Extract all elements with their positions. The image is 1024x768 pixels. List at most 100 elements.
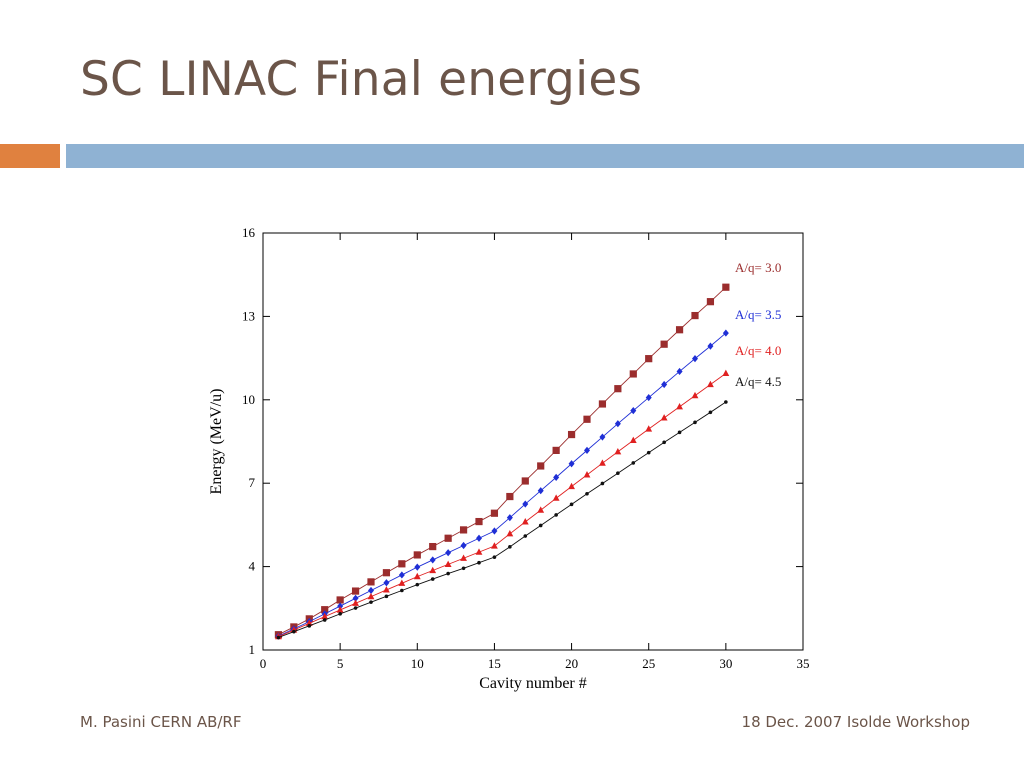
data-point [567, 430, 576, 439]
data-point [724, 400, 728, 404]
data-point [491, 542, 498, 549]
data-point [692, 355, 698, 363]
series-4 [276, 400, 728, 640]
x-tick-label: 20 [565, 656, 578, 671]
data-point [521, 477, 529, 485]
data-point [430, 577, 435, 581]
data-point [569, 502, 574, 507]
data-point [662, 440, 666, 445]
data-point [522, 500, 529, 508]
data-point [583, 415, 591, 423]
accent-bar-orange [0, 144, 60, 168]
legend-entry-1: A/q= 3.0 [735, 260, 781, 275]
data-point [693, 420, 697, 425]
data-point [722, 283, 730, 291]
data-point [537, 506, 545, 513]
data-point [707, 342, 714, 350]
data-point [660, 414, 668, 421]
data-point [676, 402, 683, 410]
data-point [460, 554, 467, 561]
series-2 [275, 329, 729, 640]
data-point [398, 571, 405, 579]
data-point [506, 492, 514, 501]
data-point [446, 571, 450, 576]
data-point [722, 369, 730, 376]
series-line [278, 286, 727, 636]
data-point [475, 517, 483, 526]
legend-entry-2: A/q= 3.5 [735, 307, 781, 322]
data-point [568, 482, 575, 490]
data-point [616, 471, 620, 475]
data-point [398, 560, 406, 568]
legend-entry-3: A/q= 4.0 [735, 343, 781, 358]
data-point [614, 420, 621, 428]
x-tick-label: 5 [337, 656, 344, 671]
data-point [645, 393, 652, 402]
data-point [508, 545, 512, 549]
data-point [383, 586, 390, 593]
data-point [552, 446, 560, 454]
data-point [523, 534, 528, 538]
data-point [321, 606, 329, 614]
legend-layer: A/q= 3.0 A/q= 3.5 A/q= 4.0 A/q= 4.5 [735, 260, 781, 389]
data-point [538, 523, 543, 528]
data-point [676, 367, 683, 376]
axis-ticks: 0 5 10 15 20 25 30 35 1 4 7 10 13 16 [242, 225, 810, 671]
series-1 [274, 283, 730, 639]
data-point [276, 635, 281, 640]
data-point [706, 298, 715, 306]
data-point [367, 592, 375, 600]
data-point [292, 629, 296, 634]
data-point [352, 599, 359, 606]
data-point [631, 461, 636, 465]
y-axis-label: Energy (MeV/u) [208, 389, 225, 495]
y-tick-label: 10 [242, 392, 255, 407]
data-point [506, 529, 514, 537]
data-point [429, 556, 436, 564]
y-tick-label: 4 [249, 559, 256, 574]
series-3 [275, 369, 730, 640]
data-point [415, 582, 420, 587]
x-tick-label: 35 [797, 656, 810, 671]
series-layer [274, 283, 730, 640]
data-point [337, 602, 344, 610]
data-point [353, 606, 358, 610]
data-point [660, 340, 668, 348]
data-point [400, 588, 404, 593]
data-point [675, 326, 684, 334]
data-point [413, 572, 421, 580]
data-point [305, 619, 313, 626]
data-point [475, 548, 483, 555]
slide-title: SC LINAC Final energies [80, 52, 643, 107]
data-point [614, 447, 622, 455]
data-point [552, 494, 560, 501]
y-tick-label: 1 [249, 642, 256, 657]
data-point [477, 560, 481, 565]
data-point [351, 587, 360, 595]
data-point [583, 471, 591, 478]
data-point [336, 606, 344, 613]
data-point [614, 385, 622, 393]
data-point [307, 624, 312, 628]
x-tick-label: 10 [411, 656, 424, 671]
x-tick-label: 30 [719, 656, 732, 671]
data-point [413, 551, 421, 559]
data-point [553, 473, 560, 481]
data-point [461, 566, 466, 571]
data-point [645, 355, 653, 363]
x-tick-label: 15 [488, 656, 501, 671]
data-point [383, 579, 390, 587]
data-point [398, 579, 406, 586]
data-point [630, 407, 637, 415]
data-point [691, 311, 699, 320]
energy-chart: 0 5 10 15 20 25 30 35 1 4 7 10 13 16 A/q= 3.0 A/q= 3.5… [208, 225, 810, 692]
data-point [506, 514, 513, 522]
data-point [352, 594, 359, 602]
data-point [629, 436, 637, 443]
plot-frame [262, 232, 804, 651]
data-point [554, 513, 558, 517]
data-point [598, 400, 607, 408]
data-point [476, 534, 482, 542]
data-point [568, 460, 575, 468]
y-tick-label: 16 [242, 225, 256, 240]
